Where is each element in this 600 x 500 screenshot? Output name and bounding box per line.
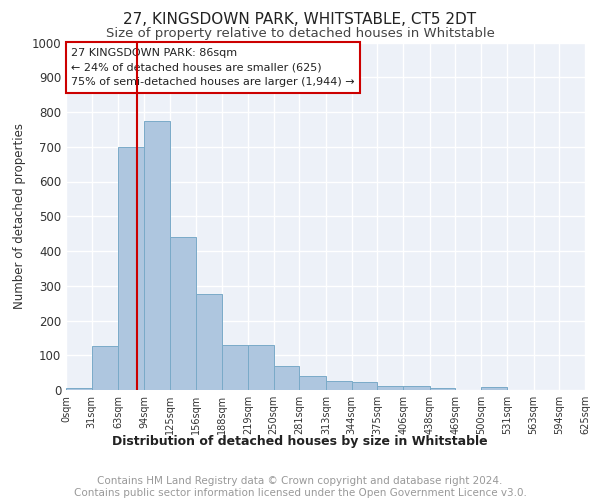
Bar — [222, 345, 248, 390]
Bar — [481, 386, 507, 390]
Text: Size of property relative to detached houses in Whitstable: Size of property relative to detached ho… — [106, 28, 494, 40]
Bar — [92, 346, 118, 390]
Text: 27 KINGSDOWN PARK: 86sqm
← 24% of detached houses are smaller (625)
75% of semi-: 27 KINGSDOWN PARK: 86sqm ← 24% of detach… — [71, 48, 355, 88]
Bar — [430, 388, 455, 390]
Bar — [352, 382, 377, 390]
Bar — [403, 386, 430, 390]
Bar — [144, 120, 170, 390]
Bar — [66, 388, 92, 390]
Bar — [118, 147, 144, 390]
Text: Distribution of detached houses by size in Whitstable: Distribution of detached houses by size … — [112, 434, 488, 448]
Bar — [248, 345, 274, 390]
Y-axis label: Number of detached properties: Number of detached properties — [13, 123, 26, 309]
Bar — [326, 382, 352, 390]
Bar — [170, 237, 196, 390]
Bar — [299, 376, 326, 390]
Bar — [196, 294, 222, 390]
Text: 27, KINGSDOWN PARK, WHITSTABLE, CT5 2DT: 27, KINGSDOWN PARK, WHITSTABLE, CT5 2DT — [124, 12, 476, 28]
Text: Contains HM Land Registry data © Crown copyright and database right 2024.
Contai: Contains HM Land Registry data © Crown c… — [74, 476, 526, 498]
Bar — [274, 366, 299, 390]
Bar — [377, 386, 403, 390]
